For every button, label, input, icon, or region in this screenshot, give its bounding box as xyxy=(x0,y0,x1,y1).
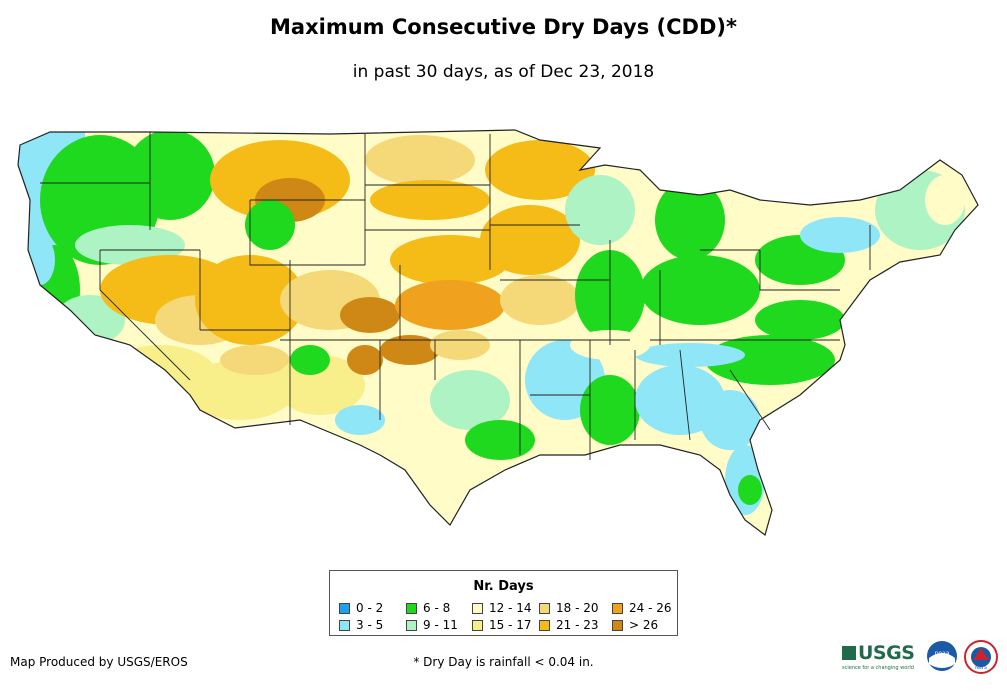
legend-label: 18 - 20 xyxy=(556,601,599,615)
legend-item: 9 - 11 xyxy=(406,618,486,632)
region-ok-brown xyxy=(380,335,440,365)
region-co-brown xyxy=(340,297,400,333)
nws-logo: NWS xyxy=(964,640,998,674)
region-ia-orange xyxy=(480,205,580,275)
svg-text:NWS: NWS xyxy=(975,665,987,671)
region-carolinas-green xyxy=(705,335,835,385)
region-tx-blue xyxy=(335,405,385,435)
legend-swatch xyxy=(612,603,623,614)
region-wy-green xyxy=(245,200,295,250)
legend-item: 18 - 20 xyxy=(539,601,619,615)
region-tx-mint xyxy=(430,370,510,430)
map-subtitle: in past 30 days, as of Dec 23, 2018 xyxy=(352,62,655,82)
legend-swatch xyxy=(339,620,350,631)
region-fl-green xyxy=(738,475,762,505)
agency-logos: USGS science for a changing world noaa N… xyxy=(842,638,1002,678)
cdd-map xyxy=(17,129,979,537)
region-az-gold xyxy=(220,345,290,375)
region-ok-gold xyxy=(430,330,490,360)
region-me-yellow xyxy=(925,175,965,225)
us-outline xyxy=(17,129,979,537)
usgs-tagline: science for a changing world xyxy=(842,665,914,671)
region-id-green xyxy=(125,130,215,220)
legend-label: 21 - 23 xyxy=(556,618,599,632)
map-credit: Map Produced by USGS/EROS xyxy=(10,655,188,669)
region-mn-orange xyxy=(485,140,595,200)
legend-swatch xyxy=(539,620,550,631)
legend-swatch xyxy=(539,603,550,614)
legend-swatch xyxy=(612,620,623,631)
legend-label: > 26 xyxy=(629,618,659,632)
region-ca-blue xyxy=(25,235,55,285)
region-ut-orange xyxy=(195,255,305,345)
legend-title: Nr. Days xyxy=(473,579,534,594)
region-nm-brown xyxy=(347,345,383,375)
cdd-regions xyxy=(18,130,978,535)
legend-swatch xyxy=(339,603,350,614)
region-ms-green xyxy=(580,375,640,445)
state-borders xyxy=(40,132,871,460)
legend-swatch xyxy=(472,603,483,614)
noaa-logo: noaa xyxy=(927,641,957,671)
region-ny-blue xyxy=(800,217,880,253)
legend-item: 12 - 14 xyxy=(472,601,552,615)
legend-item: 0 - 2 xyxy=(339,601,419,615)
dry-day-note: * Dry Day is rainfall < 0.04 in. xyxy=(413,655,594,669)
legend-swatch xyxy=(406,620,417,631)
region-wi-mint xyxy=(565,175,635,245)
region-ne-orange xyxy=(390,235,510,285)
region-mo-gold xyxy=(500,275,580,325)
legend-item: 15 - 17 xyxy=(472,618,552,632)
legend-item: 24 - 26 xyxy=(612,601,692,615)
legend-item: 3 - 5 xyxy=(339,618,419,632)
legend-swatch xyxy=(406,603,417,614)
region-in-oh-green xyxy=(640,255,760,325)
legend-swatch xyxy=(472,620,483,631)
legend-label: 24 - 26 xyxy=(629,601,672,615)
region-or-mint xyxy=(75,225,185,265)
legend-item: 6 - 8 xyxy=(406,601,486,615)
legend-label: 12 - 14 xyxy=(489,601,532,615)
region-mi-green xyxy=(655,180,725,260)
legend: Nr. Days 0 - 2 3 - 5 6 - 8 9 - 11 12 - 14 15 … xyxy=(329,570,678,636)
legend-label: 9 - 11 xyxy=(423,618,458,632)
legend-label: 3 - 5 xyxy=(356,618,384,632)
region-sd-orange xyxy=(370,180,490,220)
legend-label: 15 - 17 xyxy=(489,618,532,632)
region-ks-orange xyxy=(395,280,505,330)
svg-text:noaa: noaa xyxy=(935,650,950,657)
legend-label: 0 - 2 xyxy=(356,601,384,615)
legend-label: 6 - 8 xyxy=(423,601,451,615)
region-tx-green xyxy=(465,420,535,460)
usgs-logo: USGS xyxy=(842,642,915,664)
legend-item: > 26 xyxy=(612,618,692,632)
map-title: Maximum Consecutive Dry Days (CDD)* xyxy=(270,15,737,39)
region-tn-blue xyxy=(635,343,745,367)
region-az-yellow xyxy=(185,360,295,420)
legend-item: 21 - 23 xyxy=(539,618,619,632)
region-nd-gold xyxy=(365,135,475,185)
region-ga-blue xyxy=(700,390,760,450)
region-va-green xyxy=(755,300,845,340)
region-nm-green xyxy=(290,345,330,375)
